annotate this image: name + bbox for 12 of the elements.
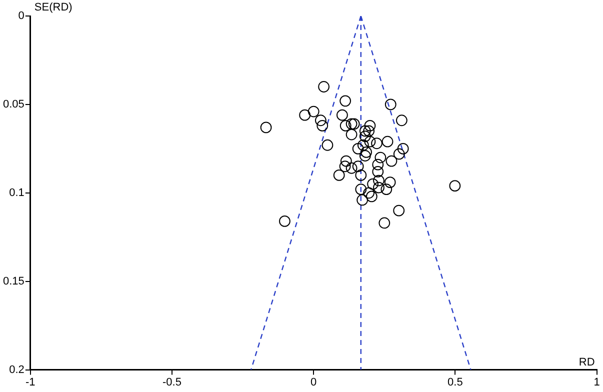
- y-tick-label: 0.1: [9, 186, 24, 199]
- x-axis-title: RD: [578, 356, 595, 368]
- x-tick-label: 0.5: [448, 376, 463, 388]
- x-tick-label: 1: [594, 376, 600, 388]
- y-tick-label: 0.15: [2, 275, 24, 288]
- y-tick-label: 0.05: [2, 98, 24, 110]
- y-axis-title: SE(RD): [34, 2, 72, 14]
- y-tick-label: 0: [18, 10, 24, 22]
- x-tick-label: 0: [310, 376, 317, 388]
- x-tick-label: -1: [26, 376, 36, 388]
- y-tick-label: 0.2: [9, 364, 24, 376]
- x-tick-label: -0.5: [162, 376, 182, 388]
